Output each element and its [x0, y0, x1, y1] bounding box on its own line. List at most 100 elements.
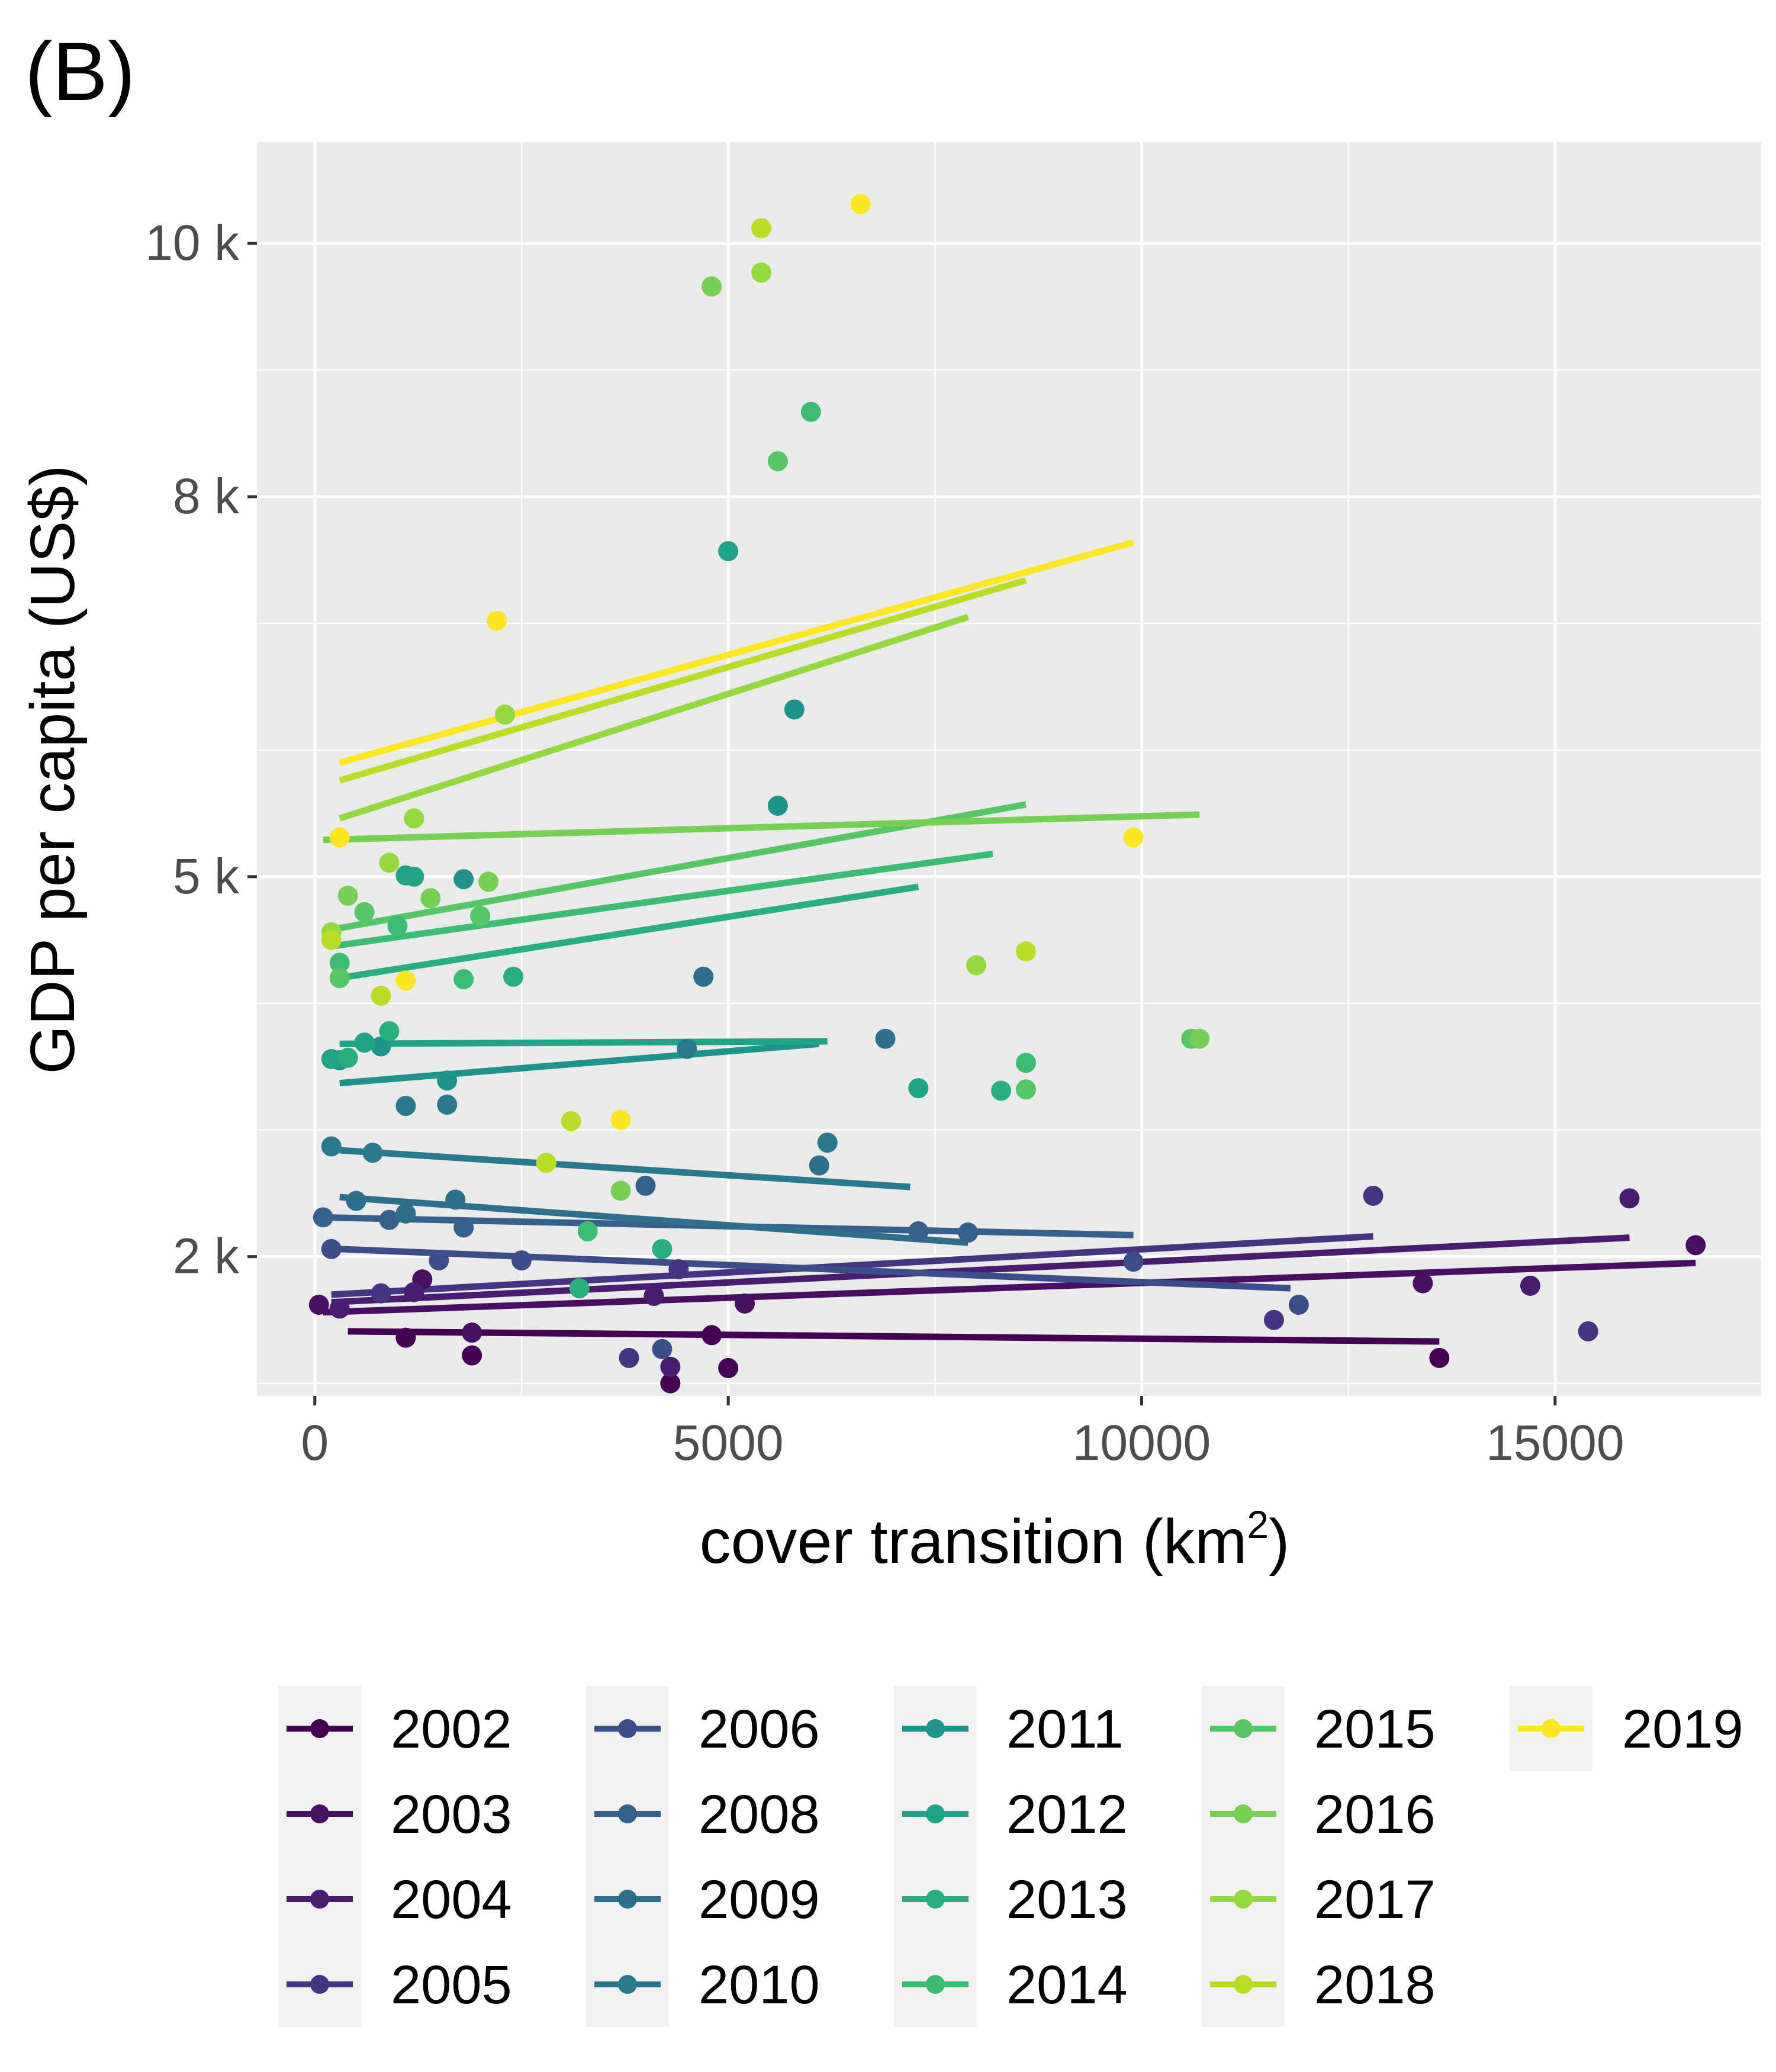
legend-label: 2002: [391, 1699, 512, 1759]
legend-label: 2016: [1314, 1784, 1436, 1845]
data-point-2016-2: [478, 871, 499, 892]
data-points: [308, 194, 1706, 1394]
data-point-2003-3: [735, 1293, 755, 1314]
data-point-2012-0: [321, 1048, 342, 1069]
data-point-2005-5: [1578, 1321, 1598, 1341]
legend: 2002 2003 2004 2005 2006 2008 2009 2010 2011 2012…: [278, 1686, 1743, 2027]
legend-item-2010: 2010: [586, 1942, 820, 2027]
legend-key-point: [310, 1804, 329, 1823]
legend-key-point: [1542, 1719, 1561, 1738]
data-point-2015-1: [354, 902, 375, 922]
y-tick-label: 8 k: [173, 468, 240, 524]
x-axis-label-superscript: 2: [1247, 1502, 1269, 1546]
data-point-2004-1: [404, 1282, 424, 1302]
data-point-2017-5: [966, 955, 987, 976]
data-point-2011-3: [453, 869, 474, 890]
legend-item-2014: 2014: [894, 1942, 1128, 2027]
x-axis-title: cover transition (km2): [700, 1502, 1290, 1576]
axes: 2 k 5 k 8 k 10 k 0 5000 10000 15000: [145, 215, 1624, 1471]
data-point-2004-0: [329, 1298, 350, 1319]
data-point-2006-2: [511, 1250, 532, 1271]
trend-line-2017: [338, 614, 969, 822]
data-point-2004-5: [1619, 1188, 1640, 1209]
legend-key-point: [926, 1719, 945, 1738]
legend-item-2016: 2016: [1202, 1771, 1436, 1857]
legend-item-2015: 2015: [1202, 1686, 1436, 1771]
legend-label: 2009: [699, 1870, 820, 1930]
y-tick-label: 2 k: [173, 1228, 240, 1284]
data-point-2017-3: [495, 704, 516, 725]
data-point-2012-3: [404, 866, 424, 887]
data-point-2012-5: [908, 1078, 929, 1099]
legend-label: 2012: [1006, 1784, 1128, 1845]
legend-key-point: [310, 1890, 329, 1909]
data-point-2009-5: [809, 1155, 829, 1176]
data-point-2012-4: [718, 541, 739, 562]
legend-item-2005: 2005: [278, 1942, 512, 2027]
data-point-2016-5: [1189, 1028, 1210, 1049]
legend-item-2018: 2018: [1202, 1942, 1436, 2027]
data-point-2002-0: [395, 1327, 416, 1348]
trend-line-2002: [348, 1328, 1440, 1345]
legend-key-point: [618, 1975, 637, 1994]
legend-label: 2019: [1622, 1699, 1743, 1759]
y-tick-label: 10 k: [145, 215, 240, 271]
data-point-2010-2: [395, 1096, 416, 1117]
data-point-2012-1: [354, 1032, 375, 1053]
data-point-2010-3: [437, 1094, 458, 1115]
data-point-2019-5: [1123, 827, 1144, 848]
data-point-2014-4: [800, 401, 821, 422]
data-point-2009-3: [693, 966, 714, 987]
legend-key-point: [1234, 1804, 1253, 1823]
data-point-2019-2: [487, 610, 507, 631]
data-point-2017-2: [404, 808, 424, 829]
data-point-2010-1: [362, 1143, 383, 1163]
data-point-2013-2: [503, 966, 523, 987]
legend-key-point: [618, 1719, 637, 1738]
legend-item-2013: 2013: [894, 1857, 1128, 1942]
data-point-2013-4: [652, 1238, 673, 1259]
data-point-2015-0: [329, 968, 350, 988]
data-point-2019-1: [395, 970, 416, 991]
data-point-2011-5: [784, 699, 805, 720]
trend-line-2009: [339, 1193, 969, 1246]
y-axis-label: GDP per capita (US$): [18, 465, 88, 1074]
legend-item-2011: 2011: [894, 1686, 1124, 1771]
legend-key-point: [310, 1975, 329, 1994]
data-point-2006-4: [1288, 1294, 1309, 1315]
data-point-2005-4: [1363, 1185, 1384, 1206]
legend-item-2008: 2008: [586, 1771, 820, 1857]
data-point-2014-3: [577, 1221, 598, 1241]
data-point-2011-4: [767, 796, 788, 816]
data-point-2004-3: [660, 1356, 681, 1377]
trend-line-2016: [323, 811, 1200, 844]
legend-label: 2017: [1314, 1870, 1436, 1930]
data-point-2006-3: [652, 1339, 673, 1359]
data-point-2008-4: [958, 1222, 979, 1243]
legend-item-2012: 2012: [894, 1771, 1128, 1857]
legend-label: 2008: [699, 1784, 820, 1845]
data-point-2004-2: [644, 1285, 664, 1306]
trend-line-2005: [331, 1233, 1373, 1298]
data-point-2002-3: [702, 1325, 722, 1346]
data-point-2010-5: [817, 1132, 838, 1153]
data-point-2009-2: [445, 1189, 466, 1210]
data-point-2009-1: [395, 1203, 416, 1224]
data-point-2014-2: [453, 969, 474, 990]
legend-label: 2014: [1006, 1955, 1128, 2015]
legend-label: 2018: [1314, 1955, 1436, 2015]
data-point-2018-0: [321, 929, 342, 950]
data-point-2003-0: [308, 1294, 329, 1315]
data-point-2010-0: [321, 1136, 342, 1157]
legend-label: 2005: [391, 1955, 512, 2015]
data-point-2015-2: [470, 906, 491, 926]
data-point-2018-5: [1015, 941, 1036, 962]
data-point-2016-0: [337, 885, 358, 906]
legend-label: 2011: [1006, 1699, 1124, 1759]
data-point-2018-1: [371, 985, 391, 1006]
data-point-2009-4: [875, 1028, 896, 1049]
legend-item-2004: 2004: [278, 1857, 512, 1942]
legend-key-point: [926, 1804, 945, 1823]
x-tick-label: 15000: [1486, 1415, 1624, 1471]
legend-label: 2015: [1314, 1699, 1436, 1759]
